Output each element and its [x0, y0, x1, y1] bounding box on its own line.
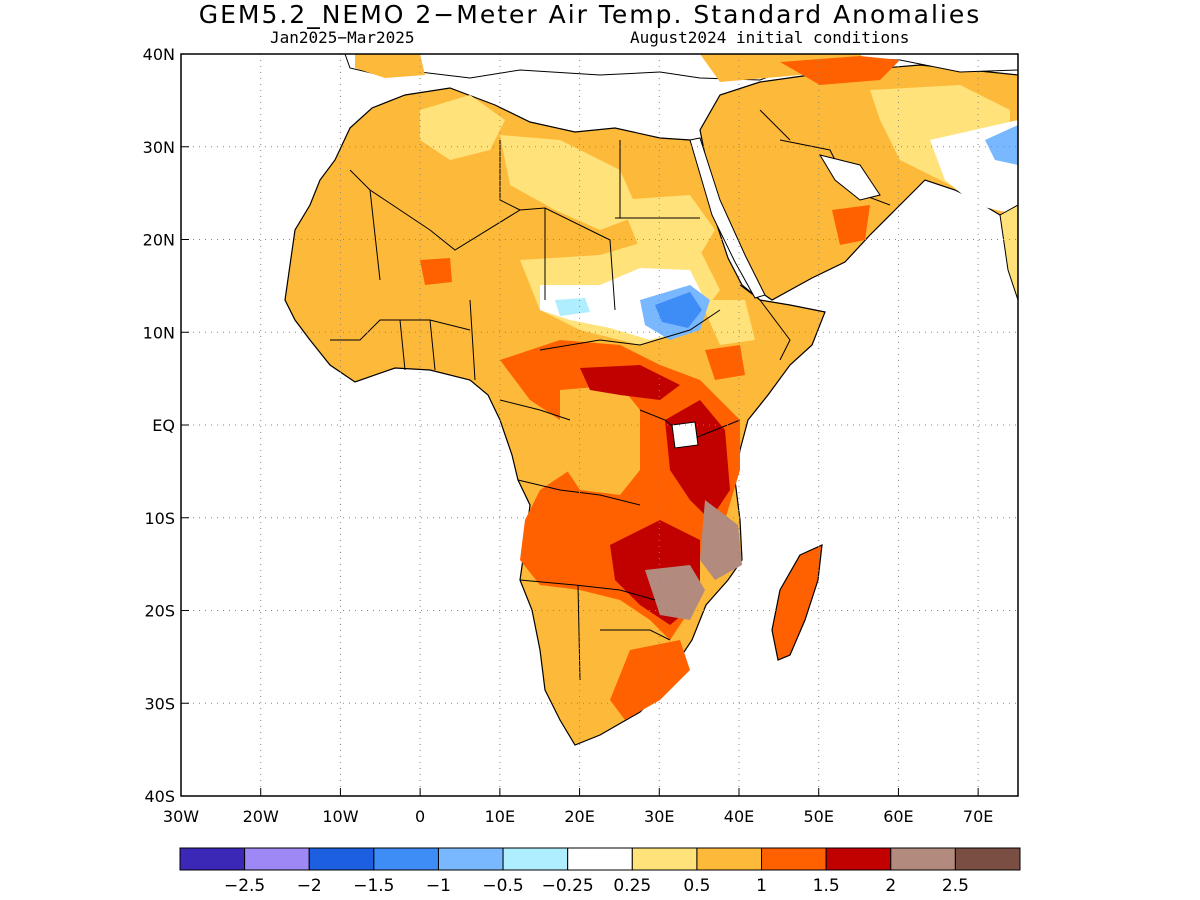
x-tick-label: 0: [415, 807, 425, 826]
drc-strong-warm: [580, 365, 680, 400]
colorbar-label: −0.25: [542, 876, 594, 896]
colorbar-swatch: [567, 847, 633, 871]
x-tick-label: 10W: [322, 807, 358, 826]
sudan-strong-cool: [655, 292, 702, 328]
x-axis: 30W 20W 10W 0 10E 20E 30E 40E 50E 60E 70E: [163, 788, 993, 826]
libya-weak-warm: [500, 135, 640, 230]
pakistan-cool: [985, 125, 1018, 165]
land-anomaly-layer: [284, 54, 1018, 746]
chad-weak-cool: [555, 298, 590, 316]
colorbar-label: 2.5: [942, 876, 969, 896]
ethiopia-moderate-warm: [705, 345, 745, 380]
y-tick-label: 30S: [144, 694, 175, 713]
colorbar-label: −0.5: [482, 876, 523, 896]
y-axis: 40N 30N 20N 10N EQ 10S 20S 30S 40S: [143, 45, 189, 806]
india-landmass: [999, 204, 1018, 301]
y-tick-label: 40N: [143, 45, 175, 64]
southafrica-moderate-warm: [610, 640, 690, 720]
sahara-weak-warm: [420, 95, 505, 160]
spain-warm-patch: [355, 54, 425, 78]
colorbar-label: −2: [297, 876, 322, 896]
colorbar-swatch: [373, 847, 439, 871]
zimbabwe-very-strong-warm: [645, 565, 705, 620]
colorbar-swatch: [825, 847, 892, 871]
iran-moderate-warm: [780, 56, 900, 85]
y-tick-label: 10S: [144, 509, 175, 528]
y-tick-label: 20N: [143, 231, 175, 250]
x-tick-label: 30E: [644, 807, 674, 826]
colorbar-swatch: [244, 847, 310, 871]
colorbar-label: 1: [756, 876, 767, 896]
west-africa-moderate-warm: [420, 258, 452, 285]
lake-victoria: [671, 421, 699, 449]
mozambique-very-strong-warm: [700, 500, 742, 580]
colorbar-label: 0.5: [683, 876, 710, 896]
colorbar-label: 1.5: [813, 876, 840, 896]
x-tick-label: 30W: [163, 807, 199, 826]
colorbar-swatch: [761, 847, 827, 871]
x-tick-label: 50E: [803, 807, 833, 826]
yemen-moderate-warm: [832, 205, 870, 245]
colorbar-swatch: [890, 847, 956, 871]
x-tick-label: 20E: [564, 807, 594, 826]
congo-base-warm: [560, 385, 640, 495]
colorbar-label: −1.5: [353, 876, 394, 896]
x-tick-label: 70E: [963, 807, 993, 826]
y-tick-label: 20S: [144, 602, 175, 621]
colorbar-swatch: [631, 847, 698, 871]
kenya-weak-warm: [700, 300, 755, 345]
colorbar-swatch: [696, 847, 763, 871]
colorbar-swatch: [502, 847, 569, 871]
x-tick-label: 10E: [485, 807, 515, 826]
madagascar: [771, 544, 823, 661]
colorbar-swatch: [954, 847, 1021, 871]
x-tick-label: 20W: [243, 807, 279, 826]
forecast-period: Jan2025−Mar2025: [270, 28, 415, 47]
colorbar-swatch: [179, 847, 246, 871]
red-sea: [689, 137, 766, 299]
y-tick-label: 10N: [143, 323, 175, 342]
colorbar: −2.5 −2 −1.5 −1 −0.5 −0.25 0.25 0.5 1 1.5 2 2.5: [179, 847, 1021, 896]
colorbar-label: 2: [885, 876, 896, 896]
chart-title: GEM5.2_NEMO 2−Meter Air Temp. Standard A…: [198, 0, 982, 29]
colorbar-label: −2.5: [224, 876, 265, 896]
colorbar-label: −1: [426, 876, 451, 896]
country-borders: [330, 109, 891, 681]
y-tick-label: 30N: [143, 138, 175, 157]
x-tick-label: 40E: [724, 807, 754, 826]
colorbar-label: 0.25: [613, 876, 651, 896]
persian-gulf: [818, 154, 881, 201]
colorbar-swatch: [437, 847, 504, 871]
y-tick-label: 40S: [144, 787, 175, 806]
y-tick-label: EQ: [152, 416, 175, 435]
colorbar-swatch: [308, 847, 375, 871]
initial-conditions: August2024 initial conditions: [630, 28, 910, 47]
x-tick-label: 60E: [883, 807, 913, 826]
